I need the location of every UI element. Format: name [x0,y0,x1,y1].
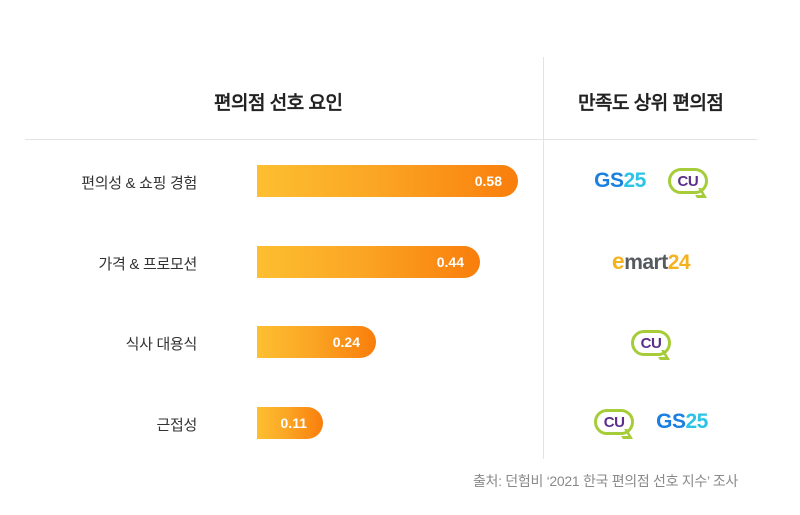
bar-meal: 0.24 [257,326,376,358]
header-divider [25,139,757,140]
category-label: 가격 & 프로모션 [98,256,198,273]
category-label: 근접성 [156,417,197,434]
source-note: 출처: 던험비 ‘2021 한국 편의점 선호 지수’ 조사 [472,473,738,489]
bar-convenience: 0.58 [257,165,518,197]
logo-group-1: GS25 CU [560,165,742,197]
logo-group-2: emart24 [560,245,742,277]
cu-logo: CU [594,409,635,435]
cu-logo: CU [667,168,708,194]
category-label: 편의성 & 쇼핑 경험 [81,175,197,192]
chart-title: 편의점 선호 요인 [214,93,343,114]
bar-value: 0.58 [474,173,502,189]
column-divider [543,57,544,459]
top-stores-title: 만족도 상위 편의점 [578,93,724,114]
bar-price: 0.44 [257,246,480,278]
logo-group-3: CU [560,327,742,359]
gs25-logo: GS25 [656,410,708,433]
bar-value: 0.44 [436,254,464,270]
bar-proximity: 0.11 [257,407,323,439]
bar-value: 0.11 [280,415,307,431]
category-label: 식사 대용식 [125,336,198,353]
bar-value: 0.24 [332,334,360,350]
cu-logo: CU [631,330,671,356]
gs25-logo: GS25 [594,169,646,192]
logo-group-4: CU GS25 [560,406,742,438]
emart24-logo: emart24 [611,247,691,274]
